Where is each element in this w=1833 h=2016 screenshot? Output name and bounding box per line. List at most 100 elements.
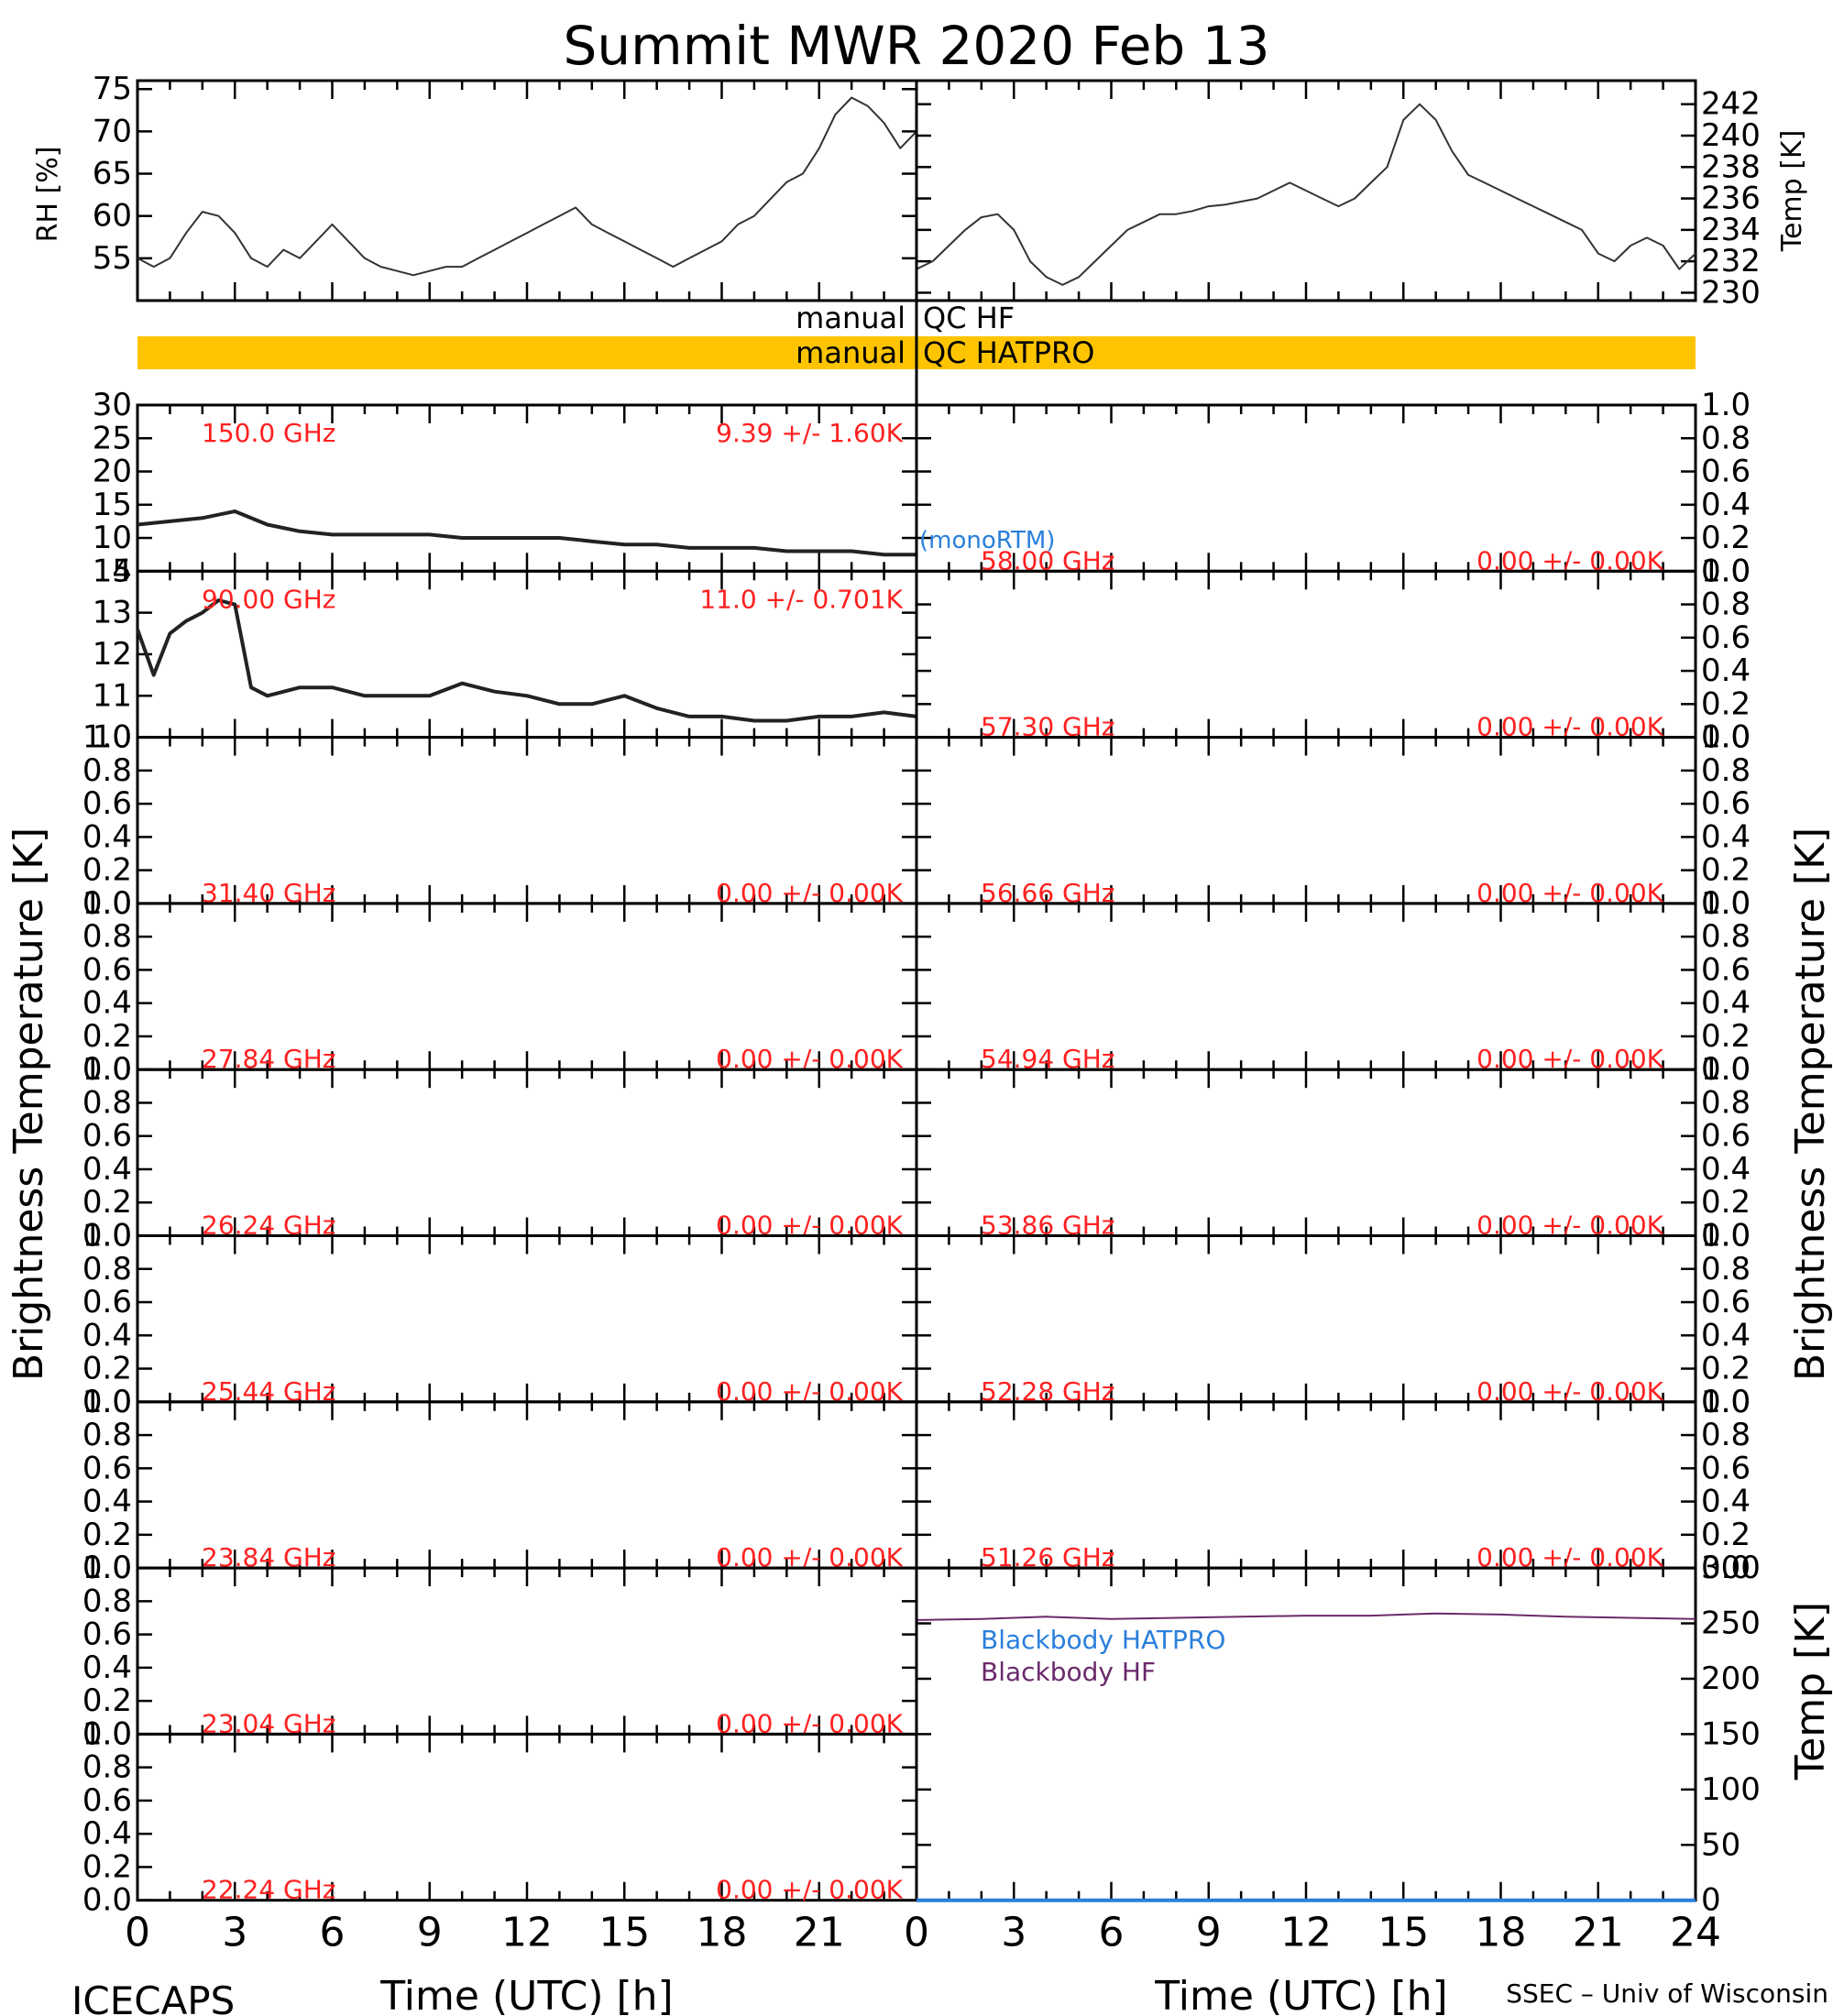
left-panel-2-ytick-label: 12 xyxy=(93,636,132,673)
x-tick-label-left: 0 xyxy=(125,1910,150,1956)
left-panel-1-ytick-label: 10 xyxy=(93,520,132,556)
temp-panel-ytick-label: 238 xyxy=(1701,148,1761,185)
right-panel-5-ytick-label: 0.4 xyxy=(1701,1151,1751,1188)
x-tick-label-right: 24 xyxy=(1670,1910,1721,1956)
right-panel-2-ytick-label: 0.2 xyxy=(1701,685,1751,722)
left-panel-2-ytick-label: 10 xyxy=(93,719,132,756)
left-panel-9-ytick-label: 0.2 xyxy=(82,1848,132,1885)
left-panel-6: 1.00.80.60.40.20.0 25.44 GHz 0.00 +/- 0.00… xyxy=(82,1218,918,1420)
rh-panel: 75 70 65 60 55 xyxy=(93,71,918,302)
legend-bb-hf: Blackbody HF xyxy=(981,1657,1156,1687)
left-panel-2: 14 13 12 11 10 90.00 GHz 11.0 +/- 0.701K xyxy=(93,553,918,756)
right-panel-3-ytick-label: 0.4 xyxy=(1701,818,1751,855)
right-panel-7-ytick-label: 0.4 xyxy=(1701,1484,1751,1520)
left-panel-3-ytick-label: 0.0 xyxy=(82,885,132,922)
x-tick-label-right: 0 xyxy=(904,1910,929,1956)
left-panel-8-ytick-label: 0.2 xyxy=(82,1682,132,1719)
left-panel-8-ytick-label: 1.0 xyxy=(82,1550,132,1586)
rh-panel-ytick-label: 75 xyxy=(93,71,132,107)
right-panel-6: 1.00.80.60.40.20.052.28 GHz 0.00 +/- 0.00… xyxy=(915,1218,1751,1420)
x-tick-label-left: 12 xyxy=(501,1910,553,1956)
right-panel-5-ytick-label: 0.2 xyxy=(1701,1184,1751,1221)
blackbody-panel-ytick-label: 150 xyxy=(1701,1715,1761,1752)
blackbody-panel-ytick-label: 300 xyxy=(1701,1550,1761,1586)
blackbody-panel-ytick-label: 200 xyxy=(1701,1660,1761,1697)
left-panel-5-ytick-label: 0.0 xyxy=(82,1218,132,1255)
x-tick-label-right: 3 xyxy=(1001,1910,1026,1956)
left-panel-5-ytick-label: 0.6 xyxy=(82,1118,132,1155)
left-panel-1-freq-label: 150.0 GHz xyxy=(202,418,336,448)
right-panel-7-ytick-label: 0.2 xyxy=(1701,1517,1751,1553)
left-panel-8-ytick-label: 0.8 xyxy=(82,1583,132,1619)
left-panel-7-ytick-label: 0.0 xyxy=(82,1550,132,1586)
rh-panel-ytick-label: 65 xyxy=(93,156,132,192)
right-panel-1-ytick-label: 1.0 xyxy=(1701,387,1751,423)
right-panel-1-ytick-label: 0.8 xyxy=(1701,420,1751,456)
chart-title: Summit MWR 2020 Feb 13 xyxy=(564,15,1270,77)
temp-axis-label: Temp [K] xyxy=(1776,130,1808,253)
right-panel-6-ytick-label: 0.4 xyxy=(1701,1317,1751,1353)
x-tick-label-left: 18 xyxy=(697,1910,748,1956)
right-panel-3-ytick-label: 0.6 xyxy=(1701,785,1751,822)
legend-bb-hatpro: Blackbody HATPRO xyxy=(981,1625,1225,1655)
rh-panel-ytick-label: 60 xyxy=(93,198,132,235)
right-panel-4-ytick-label: 1.0 xyxy=(1701,885,1751,922)
right-panel-4-ytick-label: 0.0 xyxy=(1701,1051,1751,1088)
right-panel-7: 1.00.80.60.40.20.051.26 GHz 0.00 +/- 0.00… xyxy=(915,1384,1751,1586)
left-panel-1-ytick-label: 25 xyxy=(93,420,132,456)
left-panel-4-ytick-label: 0.6 xyxy=(82,951,132,988)
right-panel-3-ytick-label: 0.2 xyxy=(1701,852,1751,889)
x-tick-label-right: 12 xyxy=(1280,1910,1332,1956)
left-panel-6-ytick-label: 1.0 xyxy=(82,1218,132,1255)
right-panel-6-ytick-label: 0.6 xyxy=(1701,1284,1751,1320)
left-panel-1-stat-label: 9.39 +/- 1.60K xyxy=(716,418,903,448)
right-bt-axis-label: Brightness Temperature [K] xyxy=(1787,827,1833,1381)
left-panel-4-ytick-label: 0.4 xyxy=(82,985,132,1022)
left-panel-7-ytick-label: 0.4 xyxy=(82,1484,132,1520)
left-panel-9-ytick-label: 1.0 xyxy=(82,1715,132,1752)
right-panel-2: 1.00.80.60.40.20.057.30 GHz 0.00 +/- 0.00… xyxy=(915,553,1751,756)
x-tick-labels: 0 3 6 9 12 15 18 21 0 3 6 9 12 15 18 21 24 xyxy=(125,1910,1721,1956)
right-panel-5: 1.00.80.60.40.20.053.86 GHz 0.00 +/- 0.00… xyxy=(915,1051,1751,1255)
left-panel-6-ytick-label: 0.2 xyxy=(82,1351,132,1387)
right-panel-4-ytick-label: 0.6 xyxy=(1701,951,1751,988)
right-panel-3-ytick-label: 1.0 xyxy=(1701,719,1751,756)
left-panel-4-ytick-label: 0.8 xyxy=(82,918,132,955)
left-panel-6-ytick-label: 0.8 xyxy=(82,1251,132,1287)
right-panel-6-ytick-label: 0.0 xyxy=(1701,1384,1751,1420)
right-panel-7-ytick-label: 1.0 xyxy=(1701,1384,1751,1420)
left-panel-3-ytick-label: 0.2 xyxy=(82,852,132,889)
x-tick-label-left: 21 xyxy=(794,1910,845,1956)
left-panel-2-stat-label: 11.0 +/- 0.701K xyxy=(699,584,903,614)
x-axis-label-right: Time (UTC) [h] xyxy=(1154,1973,1447,2016)
temp-panel-ytick-label: 240 xyxy=(1701,117,1761,154)
blackbody-hf-trace xyxy=(916,1612,1696,1621)
left-panel-2-freq-label: 90.00 GHz xyxy=(202,584,336,614)
right-panel-1-ytick-label: 0.0 xyxy=(1701,553,1751,589)
temp-panel-ytick-label: 234 xyxy=(1701,212,1761,248)
right-panel-6-ytick-label: 0.2 xyxy=(1701,1351,1751,1387)
x-tick-label-right: 21 xyxy=(1573,1910,1624,1956)
bb-temp-axis-label: Temp [K] xyxy=(1787,1602,1833,1780)
left-panel-1-ytick-label: 5 xyxy=(112,553,132,589)
left-panel-9-ytick-label: 0.6 xyxy=(82,1782,132,1819)
blackbody-panel-ytick-label: 100 xyxy=(1701,1771,1761,1808)
rh-panel-frame xyxy=(136,79,918,302)
right-panel-2-ytick-label: 0.4 xyxy=(1701,652,1751,689)
x-tick-label-left: 15 xyxy=(598,1910,650,1956)
left-panel-3: 1.00.80.60.40.20.0 31.40 GHz 0.00 +/- 0.00… xyxy=(82,719,918,922)
blackbody-panel: 300 250 200 150 100 50 0 xyxy=(915,1550,1761,1919)
left-panel-4-ytick-label: 0.2 xyxy=(82,1018,132,1055)
qc-hatpro-left-label: manual xyxy=(796,335,906,370)
temp-trace xyxy=(916,103,1696,286)
left-panel-5-ytick-label: 0.2 xyxy=(82,1184,132,1221)
rh-panel-ytick-label: 55 xyxy=(93,240,132,277)
rh-axis-label: RH [%] xyxy=(32,147,64,243)
x-axis-label-left-visible: Time (UTC) [h] xyxy=(379,1973,673,2016)
left-panel-3-ytick-label: 0.6 xyxy=(82,785,132,822)
footer-ssec: SSEC – Univ of Wisconsin xyxy=(1506,1978,1828,2009)
left-panel-4-ytick-label: 1.0 xyxy=(82,885,132,922)
right-panel-7-ytick-label: 0.0 xyxy=(1701,1550,1751,1586)
right-panel-4-ytick-label: 0.4 xyxy=(1701,985,1751,1022)
